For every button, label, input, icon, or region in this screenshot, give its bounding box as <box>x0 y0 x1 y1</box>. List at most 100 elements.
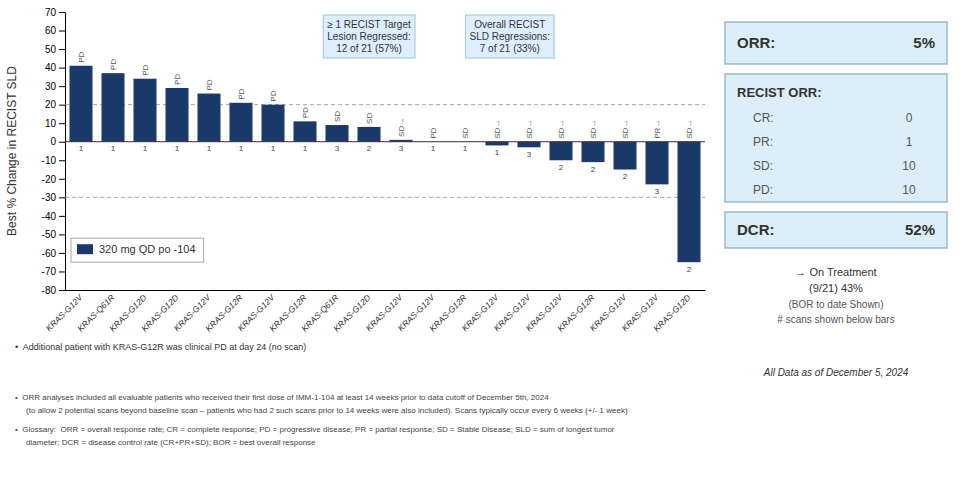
y-tick: -80 <box>42 285 65 296</box>
tick-label: KRAS-G12D <box>651 292 692 333</box>
tick-label: -70 <box>42 266 57 277</box>
scan-count: 1 <box>143 144 148 153</box>
tick-label: -80 <box>42 285 57 296</box>
legend-frame <box>71 238 204 262</box>
reference-line <box>65 104 705 105</box>
tick-mark <box>59 179 65 180</box>
footnote: • Additional patient with KRAS-G12R was … <box>15 342 306 352</box>
chart: -80-70-60-50-40-30-20-10010203040506070K… <box>0 0 960 482</box>
response-label: PD <box>237 88 246 99</box>
panel-row-label: SD: <box>753 159 773 173</box>
panel-row-label: PR: <box>753 135 773 149</box>
scan-count: 1 <box>175 144 180 153</box>
y-tick: -30 <box>42 192 65 203</box>
scan-count: 1 <box>79 144 84 153</box>
bar <box>613 142 636 170</box>
tick-mark <box>59 12 65 13</box>
tick-mark <box>59 31 65 32</box>
plot-area: -80-70-60-50-40-30-20-10010203040506070K… <box>42 7 706 334</box>
y-tick: 40 <box>45 62 65 73</box>
date-label: All Data as of December 5, 2024 <box>763 367 909 378</box>
scan-count: 1 <box>495 148 500 157</box>
response-label: SD→ <box>493 120 502 139</box>
panel-row-label: CR: <box>753 111 774 125</box>
panel-row-value: 1 <box>906 135 913 149</box>
scan-count: 1 <box>463 144 468 153</box>
bar <box>293 121 316 141</box>
bar <box>357 127 380 142</box>
y-tick: 30 <box>45 81 65 92</box>
footnote: • Glossary: ORR = overall response rate;… <box>15 425 615 434</box>
panel-label: ORR: <box>737 34 775 51</box>
panel-note: (BOR to date Shown) <box>788 299 883 310</box>
tick-mark <box>59 49 65 50</box>
y-axis: -80-70-60-50-40-30-20-10010203040506070 <box>42 7 66 296</box>
tick-mark <box>59 142 65 143</box>
tick-mark <box>59 234 65 235</box>
tick-mark <box>59 68 65 69</box>
scan-count: 2 <box>591 165 596 174</box>
scan-count: 1 <box>303 144 308 153</box>
panel-note: → On Treatment <box>795 266 876 278</box>
bar <box>485 142 508 146</box>
response-label: PD <box>269 90 278 101</box>
info-box-frame <box>323 15 415 58</box>
y-tick: -10 <box>42 155 65 166</box>
marks <box>65 66 705 262</box>
footnotes: • Additional patient with KRAS-G12R was … <box>15 342 628 447</box>
legend-entry: 320 mg QD po -104 <box>99 243 196 255</box>
response-label: SD→ <box>397 118 406 137</box>
info-box-frame <box>466 15 555 58</box>
response-label: SD <box>461 127 470 138</box>
panel-box <box>725 22 947 64</box>
scan-count: 3 <box>527 150 532 159</box>
bar <box>645 142 668 185</box>
tick-mark <box>59 105 65 106</box>
bar <box>133 79 156 142</box>
response-label: PD <box>141 64 150 75</box>
tick-label: 40 <box>45 62 57 73</box>
scan-count: 2 <box>623 172 628 181</box>
y-tick: 50 <box>45 44 65 55</box>
panel-row-label: PD: <box>753 183 773 197</box>
panel-note: # scans shown below bars <box>777 314 894 325</box>
y-tick: 10 <box>45 118 65 129</box>
scan-count: 1 <box>271 144 276 153</box>
tick-mark <box>59 253 65 254</box>
tick-mark <box>59 216 65 217</box>
panel-row-value: 10 <box>902 159 916 173</box>
scan-count: 1 <box>207 144 212 153</box>
panel-note: (9/21) 43% <box>809 282 863 294</box>
annotation: ≥ 1 RECIST TargetLesion Regressed:12 of … <box>327 19 411 54</box>
tick-mark <box>59 197 65 198</box>
panel-box <box>725 74 947 202</box>
tick-label: 70 <box>45 7 57 18</box>
info-box: Overall RECISTSLD Regressions:7 of 21 (3… <box>466 15 555 58</box>
annotation: Overall RECISTSLD Regressions:7 of 21 (3… <box>470 19 551 54</box>
tick-label: 10 <box>45 118 57 129</box>
response-label: PD <box>77 51 86 62</box>
y-tick: 0 <box>50 136 65 147</box>
footnote: • ORR analyses included all evaluable pa… <box>15 393 549 402</box>
footnote: (to allow 2 potential scans beyond basel… <box>15 406 628 415</box>
axis-line <box>59 13 66 291</box>
panel-row-value: 10 <box>902 183 916 197</box>
tick-mark <box>59 160 65 161</box>
tick-label: 20 <box>45 99 57 110</box>
panel-row-value: 0 <box>906 111 913 125</box>
bar <box>197 94 220 142</box>
bar <box>677 142 700 262</box>
response-label: SD→ <box>685 120 694 139</box>
bar <box>69 66 92 142</box>
bar <box>229 103 252 142</box>
response-label: PD <box>173 74 182 85</box>
response-label: PD <box>109 59 118 70</box>
zero-line <box>65 141 705 142</box>
footnote: diameter; DCR = disease control rate (CR… <box>15 438 316 447</box>
panel-value: 5% <box>913 34 935 51</box>
response-label: SD <box>365 113 374 124</box>
x-tick: KRAS-G12D <box>651 292 692 333</box>
info-box: ≥ 1 RECIST TargetLesion Regressed:12 of … <box>323 15 415 58</box>
scan-count: 3 <box>335 144 340 153</box>
response-label: PR→ <box>653 120 662 139</box>
